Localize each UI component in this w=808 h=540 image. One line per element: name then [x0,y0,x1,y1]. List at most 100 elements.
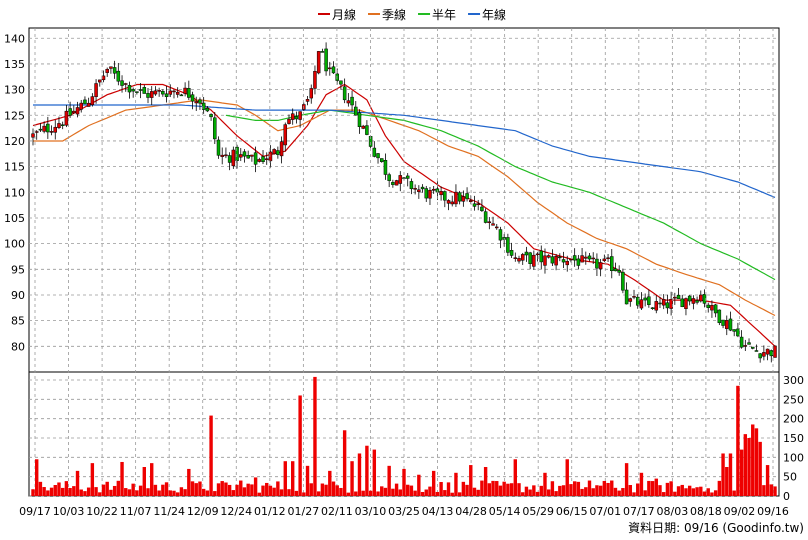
candle-body [149,91,154,98]
price-plot-area [28,27,780,373]
price-panel: 80 85 90 95 100 105 110 115 120 125 130 135 140 [4,27,780,373]
candle-body [220,154,224,157]
candle-body [394,180,399,186]
volume-bar [86,487,91,496]
volume-bar [42,487,46,496]
candle-body [268,151,273,162]
volume-bar [483,467,488,496]
volume-tick-label: 250 [783,393,804,406]
volume-bar [391,488,395,496]
volume-bar [446,482,451,496]
candle-body [383,160,388,175]
candle-body [513,257,518,259]
volume-bar [584,487,588,496]
candle-body [376,153,380,159]
volume-bar [580,488,584,496]
candle-body [331,66,336,74]
volume-bar [227,484,232,496]
volume-bar [765,465,770,496]
volume-bar [175,492,180,496]
candle-body [624,289,629,305]
volume-bar [550,481,555,496]
volume-bar [194,483,198,496]
volume-tick-label: 100 [783,451,804,464]
volume-bar [521,492,525,496]
candle-body [691,298,696,304]
volume-bar [691,488,696,496]
candle-body [68,108,72,116]
volume-bar [491,480,495,496]
candle-body [379,158,384,162]
volume-bar [361,490,365,496]
volume-bar [457,492,462,496]
volume-bar [736,385,740,496]
volume-bar [554,491,558,496]
candle-body [610,256,614,271]
candle-body [127,85,132,93]
volume-bar [142,467,146,496]
candle-body [480,206,484,211]
candle-body [673,296,677,299]
volume-bar [695,487,699,496]
volume-bar [665,482,670,496]
volume-bar [428,486,432,496]
candle-body [439,191,443,196]
volume-bar [172,490,176,496]
volume-bar [443,490,447,496]
candle-body [246,154,250,159]
volume-bar [439,482,443,496]
volume-bar [535,491,540,496]
candle-body [409,181,414,190]
candle-body [710,305,714,311]
x-tick-label: 09/02 [724,505,756,518]
volume-bar [109,489,113,496]
x-tick-label: 05/14 [489,505,521,518]
candle-body [546,255,551,258]
candle-body [684,298,688,309]
volume-bar [699,486,703,496]
candle-body [413,188,417,190]
volume-bar [68,487,72,496]
candle-body [120,80,124,86]
candle-body [580,255,584,263]
volume-bar [216,483,221,496]
candle-body [431,188,436,191]
candle-body [613,268,618,272]
candlesticks [31,42,777,363]
price-tick-label: 95 [11,263,25,276]
volume-bar [127,489,132,496]
volume-bar [624,463,629,496]
volume-bar [213,491,217,496]
candle-body [606,257,610,260]
candle-body [461,196,466,202]
volume-bar [576,481,581,496]
x-tick-label: 12/09 [187,505,219,518]
volume-bar [647,480,651,496]
candle-body [324,48,328,72]
candle-body [417,189,421,192]
candle-body [639,299,644,309]
candle-body [747,342,751,345]
candle-body [131,89,135,92]
volume-bar [131,483,135,496]
volume-bar [751,424,755,496]
candle-body [532,254,536,267]
volume-bar [743,434,748,496]
volume-bar [643,490,647,496]
candle-body [469,200,473,203]
candle-body [650,307,655,309]
candle-body [750,346,755,349]
x-tick-label: 12/24 [220,505,252,518]
volume-bar [561,485,566,496]
candle-body [728,318,733,331]
volume-bar [454,472,458,496]
volume-bar [372,449,377,496]
candle-body [762,352,766,357]
candle-body [339,80,343,85]
volume-bar [406,484,410,496]
volume-bar [335,485,339,496]
candle-body [205,107,210,112]
candle-body [224,154,228,157]
volume-bar [713,490,718,496]
